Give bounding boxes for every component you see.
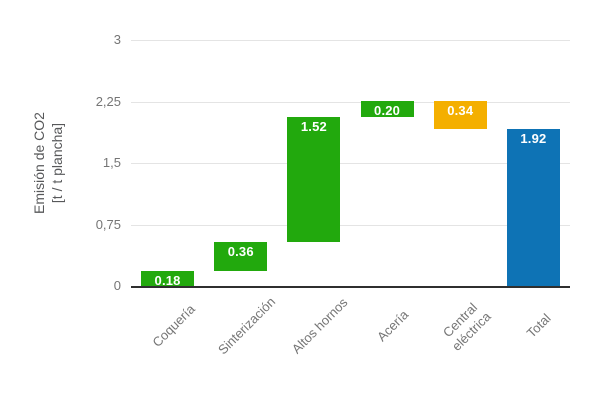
y-tick-label: 0,75 [95,216,121,232]
gridline [131,224,570,226]
x-axis-category-label: Coquería [149,301,198,350]
waterfall-bar: 1.52 [287,117,341,242]
bar-value-label: 0.36 [227,243,254,259]
x-axis-category-label: Altos hornos [288,294,351,357]
y-tick-label: 1,5 [102,155,121,170]
bar-value-label: 1.92 [520,130,547,146]
x-axis-category-label: Total [524,310,555,341]
x-axis-category-label: Sinterización [214,294,279,358]
gridline [131,40,570,41]
waterfall-bar: 0.34 [433,100,487,129]
waterfall-bar: 0.20 [360,100,414,118]
x-axis-category-label: Central eléctrica [440,299,494,354]
y-tick-label: 2,25 [95,93,121,109]
bar-value-label: 0.18 [154,273,181,289]
y-tick-label: 0 [113,278,121,293]
gridline [131,163,570,164]
plot-area: 0.18 0.36 1.52 0.20 0.34 1.92 [131,40,570,288]
y-tick-label: 3 [113,32,121,47]
bar-value-label: 0.34 [447,102,474,118]
bar-value-label: 1.52 [300,119,327,135]
x-axis-category-label: Acería [374,307,412,345]
bar-value-label: 0.20 [374,102,401,118]
waterfall-bar: 0.36 [214,241,268,272]
waterfall-bar: 0.18 [141,271,195,289]
gridline [131,101,570,103]
y-axis-title-line1: Emisión de CO2 [31,112,47,214]
waterfall-bar: 1.92 [506,128,560,286]
